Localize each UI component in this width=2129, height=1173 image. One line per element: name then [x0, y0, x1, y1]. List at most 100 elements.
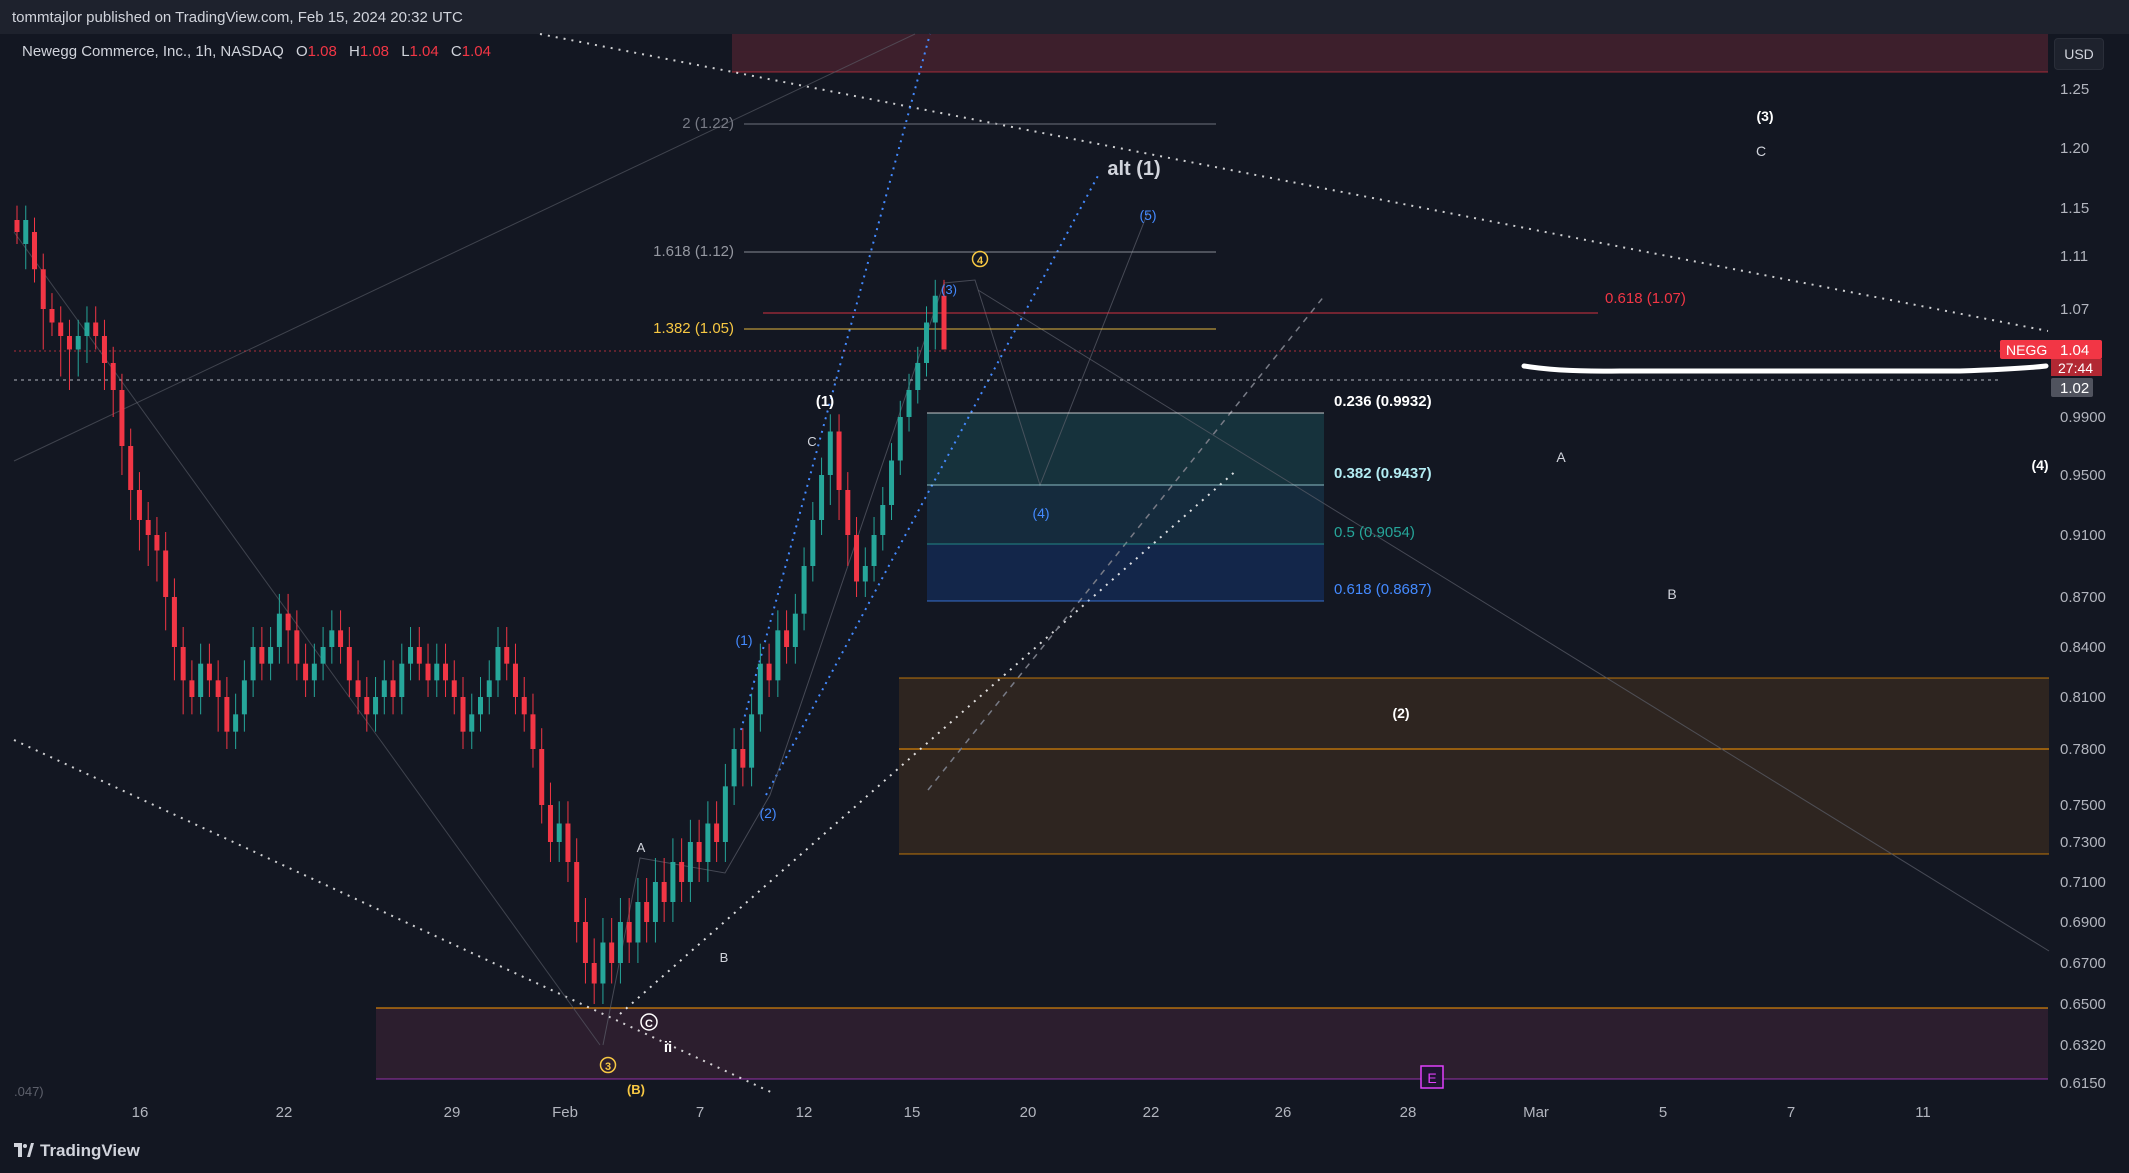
- candle-body: [259, 647, 265, 664]
- candle-body: [49, 309, 55, 323]
- wave-circle-3: [599, 1056, 617, 1074]
- wave-label-4-right: (4): [2031, 457, 2048, 473]
- ref-price-bg: [2051, 378, 2093, 397]
- time-tick-label: 28: [1400, 1104, 1417, 1121]
- price-tick-label: 0.9500: [2060, 467, 2106, 484]
- candle-body: [425, 663, 431, 681]
- legend-open-label: O: [295, 43, 308, 60]
- candle-body: [84, 322, 90, 336]
- candle-body: [58, 322, 64, 336]
- price-tick-label: 1.11: [2060, 248, 2088, 265]
- price-tick-label: 0.8700: [2060, 589, 2106, 606]
- candle-body: [696, 842, 702, 862]
- fib-band-05-0618: [927, 544, 1324, 601]
- fib-red-label: 0.618 (1.07): [1605, 290, 1686, 307]
- price-tick-label: 0.6150: [2060, 1075, 2106, 1092]
- candle-body: [66, 336, 72, 350]
- wave-label-c-left: C: [807, 434, 816, 449]
- candle-body: [189, 680, 195, 697]
- wave-label-circled-c: C: [645, 1018, 653, 1030]
- candle-body: [644, 902, 650, 922]
- candle-body: [136, 490, 142, 520]
- candle-body: [512, 663, 518, 697]
- candle-body: [198, 663, 204, 697]
- candle-body: [827, 431, 833, 475]
- wave-circle-4: [971, 250, 989, 268]
- price-tick-label: 0.8100: [2060, 689, 2106, 706]
- candle-body: [819, 475, 825, 520]
- candle-body: [661, 882, 667, 902]
- candle-body: [381, 680, 387, 697]
- price-tick-label: 0.7300: [2060, 834, 2106, 851]
- price-tick-label: 0.6500: [2060, 996, 2106, 1013]
- thin-trendline-right: [977, 289, 2050, 952]
- candle-body: [241, 680, 247, 715]
- candle-body: [880, 505, 886, 535]
- wave-label-3-top: (3): [1756, 108, 1773, 124]
- wave-label-b-low: B: [720, 950, 729, 965]
- candle-body: [23, 220, 29, 244]
- time-tick-label: 16: [132, 1104, 149, 1121]
- candle-body: [889, 460, 895, 505]
- price-tick-label: 1.07: [2060, 301, 2089, 318]
- time-tick-label: 20: [1020, 1104, 1037, 1121]
- wave2-target-zone: [899, 678, 2049, 854]
- legend-title: Newegg Commerce, Inc., 1h, NASDAQ: [22, 43, 284, 60]
- candle-body: [600, 942, 606, 984]
- candle-body: [626, 922, 632, 943]
- thin-trendline-down: [13, 231, 601, 1046]
- wave-label-e: E: [1427, 1070, 1436, 1086]
- candle-body: [731, 749, 737, 787]
- candle-body: [285, 613, 291, 631]
- candle-body: [565, 823, 571, 862]
- candle-body: [617, 922, 623, 963]
- symbol-legend[interactable]: Newegg Commerce, Inc., 1h, NASDAQ O1.08 …: [22, 43, 491, 60]
- candle-body: [530, 714, 536, 749]
- thin-trendline-up: [13, 33, 916, 462]
- candle-body: [740, 749, 746, 768]
- candle-body: [862, 566, 868, 582]
- blue-channel-lower: [765, 171, 1101, 796]
- price-tick-label: 0.7500: [2060, 797, 2106, 814]
- candle-body: [364, 697, 370, 715]
- time-tick-label: 29: [444, 1104, 461, 1121]
- candle-body: [941, 295, 947, 350]
- wave-label-blue-5: (5): [1139, 207, 1156, 223]
- candle-body: [171, 597, 177, 647]
- wave-circle-c: [640, 1013, 658, 1031]
- last-price-label: 1.04: [2060, 342, 2089, 359]
- fib-ext-label-1: 1.618 (1.12): [653, 243, 734, 260]
- candle-body: [547, 805, 553, 842]
- footer-bar: [0, 1125, 2129, 1173]
- candle-body: [163, 550, 169, 597]
- axes-layer: 1.25 1.20 1.15 1.11 1.07 0.9900 0.9500 0.9100 0.…: [132, 81, 2106, 1121]
- wave-label-alt1: alt (1): [1107, 158, 1160, 180]
- candle-body: [775, 630, 781, 681]
- resistance-trendline: [539, 33, 2049, 332]
- time-tick-label: 7: [1787, 1104, 1795, 1121]
- wave-label-c-top: C: [1756, 143, 1766, 159]
- price-axis-panel[interactable]: [2046, 34, 2129, 1089]
- candle-body: [128, 446, 134, 490]
- legend-low: 1.04: [409, 43, 439, 60]
- fib-ret-label-0: 0.236 (0.9932): [1334, 393, 1432, 410]
- candle-body: [915, 363, 921, 390]
- fib-ret-label-2: 0.5 (0.9054): [1334, 524, 1415, 541]
- time-tick-label: 22: [1143, 1104, 1160, 1121]
- candle-body: [810, 520, 816, 566]
- price-tick-label: 0.6320: [2060, 1037, 2106, 1054]
- time-tick-label: Feb: [552, 1104, 578, 1121]
- candle-body: [792, 613, 798, 647]
- price-tick-label: 0.9900: [2060, 409, 2106, 426]
- price-tick-label: 0.6900: [2060, 914, 2106, 931]
- publish-bar: tommtajlor published on TradingView.com,…: [0, 0, 2129, 34]
- candle-body: [609, 942, 615, 963]
- currency-button[interactable]: USD: [2054, 38, 2104, 70]
- wave-label-yellow-4: 4: [977, 255, 984, 267]
- candle-body: [276, 613, 282, 647]
- candle-body: [749, 714, 755, 768]
- tradingview-logo[interactable]: TradingView: [14, 1141, 140, 1161]
- wave-label-b-mid: B: [1667, 586, 1676, 602]
- candle-body: [40, 269, 46, 309]
